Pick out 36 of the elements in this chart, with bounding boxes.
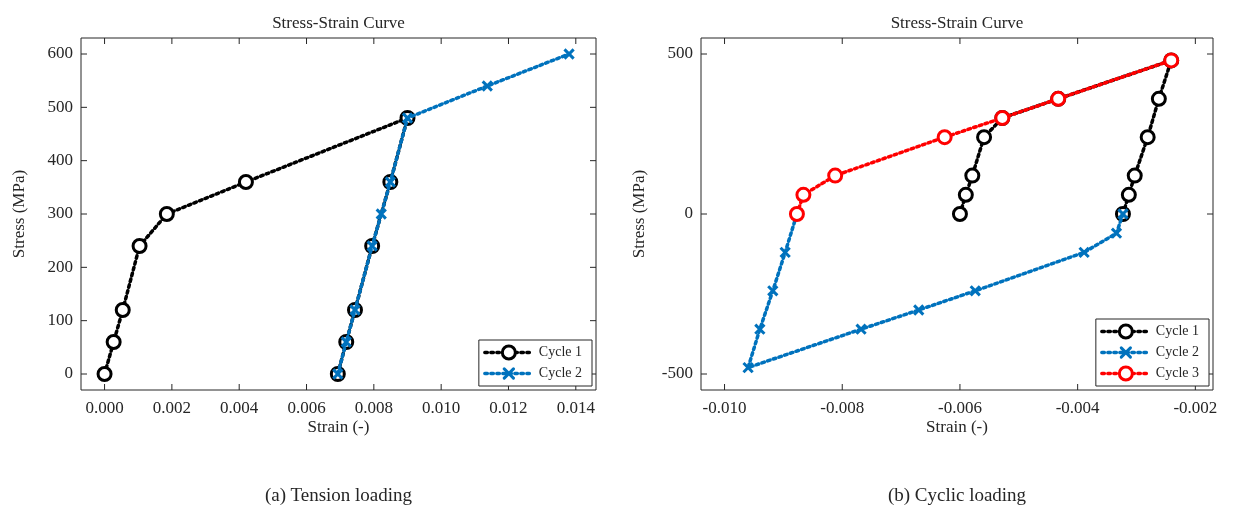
text: (a) Tension loading [264, 483, 413, 506]
legend-label: Cycle 2 [538, 365, 582, 381]
text: (b) Cyclic loading [887, 483, 1027, 506]
y-tick-label: 200 [47, 256, 73, 276]
x-tick-label: 0.006 [287, 397, 326, 417]
legend-label: Cycle 3 [1155, 365, 1199, 381]
chart-title: Stress-Strain Curve [890, 12, 1024, 32]
y-tick-label: 500 [667, 43, 693, 63]
y-axis-title: Stress (MPa) [629, 169, 649, 259]
x-tick-label: 0.010 [422, 397, 461, 417]
x-tick-label: -0.004 [1055, 397, 1101, 417]
chart-title: Stress-Strain Curve [272, 12, 405, 32]
y-axis-title: Stress (MPa) [9, 169, 29, 259]
legend-label: Cycle 1 [538, 344, 582, 360]
y-tick-label: 0 [684, 203, 693, 223]
y-tick-label: 300 [47, 203, 73, 223]
y-tick-label: 0 [64, 363, 73, 383]
x-tick-label: -0.010 [702, 397, 747, 417]
x-axis-title: Strain (-) [926, 416, 988, 436]
x-tick-label: -0.002 [1173, 397, 1218, 417]
x-tick-label: 0.002 [152, 397, 192, 417]
x-tick-label: 0.012 [489, 397, 528, 417]
y-tick-label: -500 [661, 363, 693, 383]
x-tick-label: -0.008 [820, 397, 865, 417]
legend-label: Cycle 2 [1155, 344, 1199, 360]
x-tick-label: -0.006 [937, 397, 982, 417]
x-tick-label: 0.004 [220, 397, 259, 417]
y-tick-label: 100 [47, 310, 73, 330]
y-tick-label: 400 [47, 150, 73, 170]
x-tick-label: 0.014 [556, 397, 596, 417]
x-axis-title: Strain (-) [307, 416, 370, 436]
x-tick-label: 0.008 [354, 397, 393, 417]
y-tick-label: 600 [47, 43, 73, 63]
y-tick-label: 500 [47, 96, 73, 116]
x-tick-label: 0.000 [85, 397, 124, 417]
legend-label: Cycle 1 [1155, 323, 1199, 339]
